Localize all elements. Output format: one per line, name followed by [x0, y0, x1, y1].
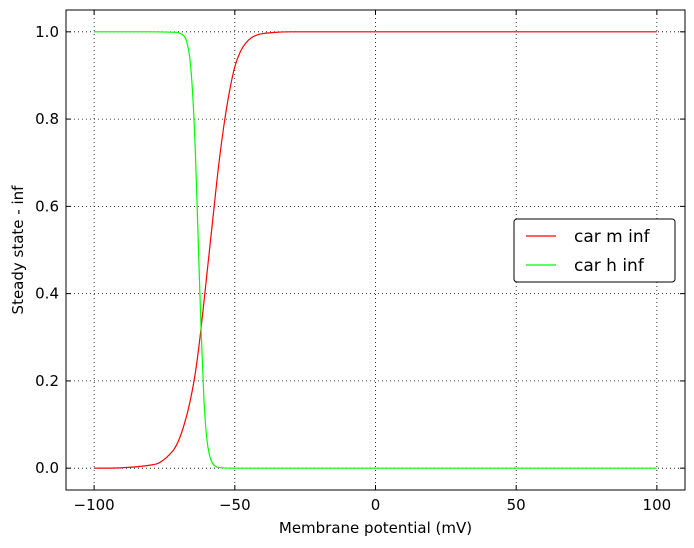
y-tick-label: 0.8	[35, 110, 59, 128]
legend-label-2: car h inf	[574, 256, 645, 276]
legend: car m inf car h inf	[513, 218, 676, 283]
ticks: −100 −50 0 50 100 0.0 0.2 0.4 0.6 0.8 1.0	[35, 10, 685, 514]
series-line-1	[94, 31, 657, 469]
y-axis-label: Steady state - inf	[9, 185, 27, 315]
y-tick-label: 1.0	[35, 23, 59, 41]
y-tick-label: 0.6	[35, 197, 59, 215]
y-tick-label: 0.0	[35, 459, 59, 477]
legend-label-1: car m inf	[574, 227, 651, 247]
x-tick-label: 0	[371, 496, 381, 514]
y-tick-label: 0.4	[35, 285, 59, 303]
series-layer	[94, 31, 657, 469]
x-tick-label: 100	[643, 496, 672, 514]
y-tick-label: 0.2	[35, 372, 59, 390]
x-axis-label: Membrane potential (mV)	[279, 519, 472, 537]
x-tick-label: −100	[74, 496, 115, 514]
series-line-2	[94, 31, 657, 469]
x-tick-label: 50	[507, 496, 526, 514]
x-tick-label: −50	[219, 496, 251, 514]
legend-box	[513, 218, 676, 283]
